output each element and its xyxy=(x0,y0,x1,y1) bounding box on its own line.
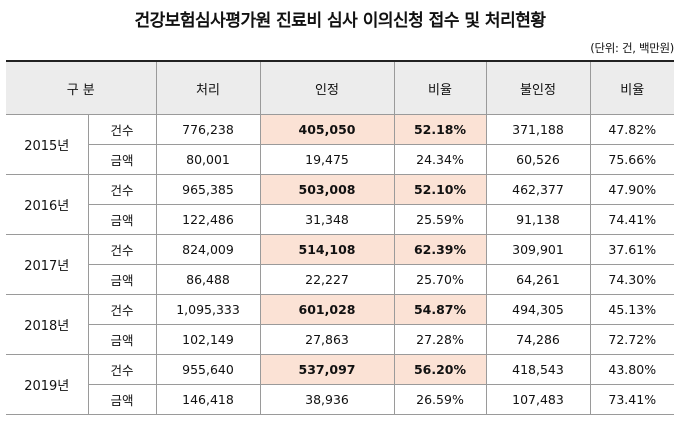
measure-label: 건수 xyxy=(87,114,157,145)
accepted-ratio-cell: 26.59% xyxy=(393,384,487,415)
measure-label: 금액 xyxy=(88,384,157,415)
rejected-ratio-cell: 74.41% xyxy=(589,204,674,235)
processed-cell: 86,488 xyxy=(155,264,261,295)
accepted-cell: 27,863 xyxy=(259,324,395,355)
rejected-cell: 60,526 xyxy=(485,144,591,175)
table-row: 2016년 건수 965,385 503,008 52.10% 462,377 47.90% xyxy=(6,174,674,235)
processed-cell: 776,238 xyxy=(155,114,261,145)
measure-label: 건수 xyxy=(87,294,157,325)
table-row: 금액 86,488 22,227 25.70% 64,261 74.30% xyxy=(6,264,674,295)
header-processed: 처리 xyxy=(155,60,261,115)
rejected-cell: 462,377 xyxy=(485,174,591,205)
year-cell: 2016년 xyxy=(6,174,89,235)
table-row: 금액 146,418 38,936 26.59% 107,483 73.41% xyxy=(6,384,674,415)
rejected-ratio-cell: 37.61% xyxy=(589,234,674,265)
header-rejected-ratio: 비율 xyxy=(589,60,674,115)
table-row: 2017년 건수 824,009 514,108 62.39% 309,901 37.61% xyxy=(6,234,674,295)
table-row: 2018년 건수 1,095,333 601,028 54.87% 494,305 45.1… xyxy=(6,294,674,355)
rejected-ratio-cell: 74.30% xyxy=(589,264,674,295)
processed-cell: 1,095,333 xyxy=(155,294,261,325)
accepted-ratio-cell: 25.59% xyxy=(393,204,487,235)
processed-cell: 146,418 xyxy=(155,384,261,415)
accepted-ratio-cell: 62.39% xyxy=(393,234,487,265)
accepted-ratio-cell: 56.20% xyxy=(393,354,487,385)
rejected-cell: 74,286 xyxy=(485,324,591,355)
processed-cell: 102,149 xyxy=(155,324,261,355)
header-accepted: 인정 xyxy=(259,60,395,115)
accepted-ratio-cell: 52.18% xyxy=(393,114,487,145)
rejected-cell: 107,483 xyxy=(485,384,591,415)
rejected-ratio-cell: 47.82% xyxy=(589,114,674,145)
processed-cell: 80,001 xyxy=(155,144,261,175)
table-row: 2015년 건수 776,238 405,050 52.18% 371,188 47.82% xyxy=(6,114,674,175)
measure-label: 금액 xyxy=(88,324,157,355)
page-title: 건강보험심사평가원 진료비 심사 이의신청 접수 및 처리현황 xyxy=(134,11,546,31)
accepted-cell: 503,008 xyxy=(259,174,395,205)
measure-label: 건수 xyxy=(87,174,157,205)
table-row: 금액 122,486 31,348 25.59% 91,138 74.41% xyxy=(6,204,674,235)
accepted-cell: 31,348 xyxy=(259,204,395,235)
accepted-ratio-cell: 25.70% xyxy=(393,264,487,295)
year-cell: 2015년 xyxy=(6,114,89,175)
accepted-cell: 537,097 xyxy=(259,354,395,385)
accepted-cell: 601,028 xyxy=(259,294,395,325)
processed-cell: 955,640 xyxy=(155,354,261,385)
accepted-ratio-cell: 27.28% xyxy=(393,324,487,355)
header-accepted-ratio: 비율 xyxy=(393,60,487,115)
processed-cell: 965,385 xyxy=(155,174,261,205)
accepted-cell: 405,050 xyxy=(259,114,395,145)
rejected-cell: 371,188 xyxy=(485,114,591,145)
processed-cell: 824,009 xyxy=(155,234,261,265)
header-rejected: 불인정 xyxy=(485,60,591,115)
table-row: 금액 80,001 19,475 24.34% 60,526 75.66% xyxy=(6,144,674,175)
measure-label: 금액 xyxy=(88,204,157,235)
rejected-ratio-cell: 45.13% xyxy=(589,294,674,325)
measure-label: 금액 xyxy=(88,264,157,295)
unit-note: (단위: 건, 백만원) xyxy=(590,41,674,55)
rejected-ratio-cell: 43.80% xyxy=(589,354,674,385)
year-cell: 2019년 xyxy=(6,354,89,415)
accepted-cell: 19,475 xyxy=(259,144,395,175)
rejected-cell: 418,543 xyxy=(485,354,591,385)
accepted-ratio-cell: 52.10% xyxy=(393,174,487,205)
rejected-ratio-cell: 73.41% xyxy=(589,384,674,415)
table-row: 2019년 건수 955,640 537,097 56.20% 418,543 43.80% xyxy=(6,354,674,415)
header-row: 구 분 처리 인정 비율 불인정 비율 xyxy=(6,60,674,115)
accepted-ratio-cell: 54.87% xyxy=(393,294,487,325)
year-cell: 2018년 xyxy=(6,294,89,355)
accepted-cell: 22,227 xyxy=(259,264,395,295)
measure-label: 건수 xyxy=(87,234,157,265)
processed-cell: 122,486 xyxy=(155,204,261,235)
rejected-cell: 309,901 xyxy=(485,234,591,265)
year-cell: 2017년 xyxy=(6,234,89,295)
accepted-cell: 38,936 xyxy=(259,384,395,415)
rejected-ratio-cell: 47.90% xyxy=(589,174,674,205)
data-table: 구 분 처리 인정 비율 불인정 비율 2015년 건수 776,238 405,05… xyxy=(6,60,674,415)
table-row: 금액 102,149 27,863 27.28% 74,286 72.72% xyxy=(6,324,674,355)
rejected-cell: 64,261 xyxy=(485,264,591,295)
rejected-cell: 494,305 xyxy=(485,294,591,325)
accepted-cell: 514,108 xyxy=(259,234,395,265)
rejected-cell: 91,138 xyxy=(485,204,591,235)
rejected-ratio-cell: 75.66% xyxy=(589,144,674,175)
rejected-ratio-cell: 72.72% xyxy=(589,324,674,355)
measure-label: 금액 xyxy=(88,144,157,175)
header-category: 구 분 xyxy=(6,60,157,115)
measure-label: 건수 xyxy=(87,354,157,385)
accepted-ratio-cell: 24.34% xyxy=(393,144,487,175)
